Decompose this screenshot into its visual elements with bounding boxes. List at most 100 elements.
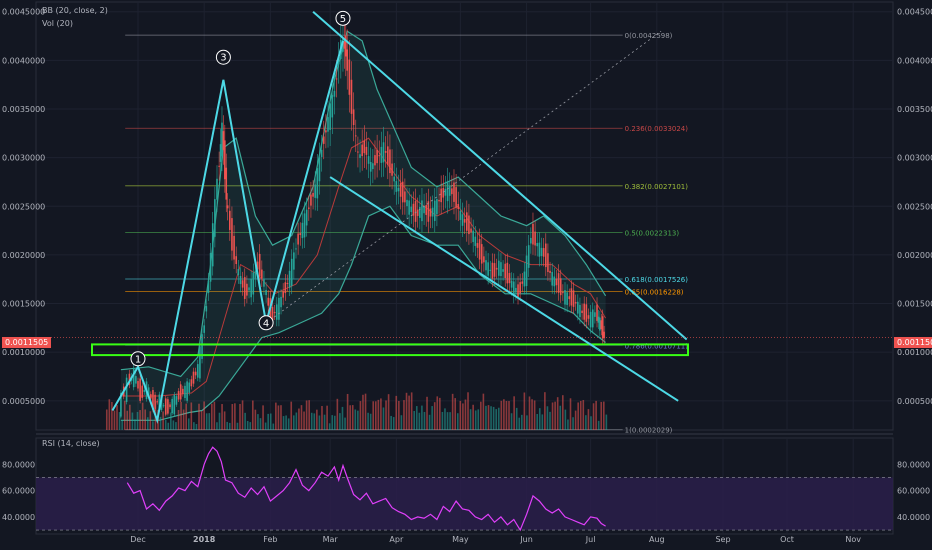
volume-bar [441, 411, 444, 430]
volume-bar [295, 412, 298, 430]
volume-bar [246, 420, 249, 430]
volume-bar [321, 406, 323, 430]
volume-bar [269, 413, 272, 430]
time-tick-label: 2018 [193, 535, 216, 544]
time-tick-label: Oct [780, 535, 794, 544]
volume-indicator-label[interactable]: Vol (20) [42, 19, 73, 28]
candle-body [295, 248, 297, 250]
candle-body [534, 231, 536, 246]
candle-body [139, 378, 141, 401]
volume-bar [149, 411, 152, 430]
volume-bar [236, 422, 239, 430]
volume-bar [451, 393, 454, 430]
volume-bar [574, 410, 577, 430]
fib-level-label: 1(0.0002029) [625, 427, 673, 435]
candle-body [446, 181, 449, 202]
dotted-trend-line [265, 30, 662, 324]
volume-bar [323, 414, 326, 430]
volume-bar [200, 410, 203, 430]
candle-body [214, 199, 216, 237]
candle-body [354, 135, 357, 137]
volume-bar [387, 394, 390, 430]
support-zone-rectangle [91, 343, 689, 357]
volume-bar [546, 406, 549, 430]
volume-bar [364, 393, 367, 430]
volume-bar [444, 408, 446, 430]
volume-bar [159, 416, 162, 430]
candle-body [190, 379, 193, 387]
volume-bar [313, 413, 316, 430]
volume-bar [280, 405, 282, 430]
candle-body [570, 288, 573, 306]
elliott-wave-lines [111, 40, 344, 425]
volume-bar [577, 402, 579, 430]
candle-body [596, 304, 598, 321]
candle-body [322, 136, 325, 144]
volume-bar [374, 401, 377, 430]
candle-body [378, 155, 381, 157]
candle-body [468, 215, 470, 235]
volume-bar [275, 402, 277, 430]
candle-body [491, 262, 494, 279]
volume-bar [559, 405, 562, 430]
volume-bar [126, 410, 129, 430]
candle-body [412, 203, 415, 216]
candle-body [252, 272, 255, 295]
candle-body [120, 392, 122, 417]
candle-body [314, 184, 317, 198]
candle-body [376, 149, 378, 164]
candle-body [293, 252, 295, 270]
volume-bar [474, 410, 477, 430]
candle-body [327, 117, 329, 132]
volume-bar [403, 400, 405, 430]
candle-body [175, 396, 178, 405]
volume-bar [439, 397, 441, 430]
volume-bar [462, 403, 464, 430]
candle-body [538, 242, 541, 257]
volume-bar [134, 419, 136, 430]
volume-bar [392, 417, 395, 430]
candle-body [410, 206, 413, 213]
candle-body [585, 304, 588, 322]
candle-body [408, 200, 410, 215]
volume-bar [272, 423, 275, 430]
candle-body [128, 373, 131, 385]
candle-body [389, 149, 391, 174]
volume-bar [500, 400, 503, 430]
volume-bar [395, 395, 398, 430]
volume-bar [262, 405, 264, 430]
candle-body [135, 376, 137, 384]
candle-body [416, 209, 419, 216]
bb-indicator-label[interactable]: BB (20, close, 2) [42, 6, 108, 15]
candle-body [243, 277, 246, 299]
bollinger-lower-line [120, 205, 606, 421]
volume-bar [341, 406, 344, 430]
candle-body [583, 303, 586, 320]
price-tick-label-left: 0.0010000 [2, 348, 45, 357]
volume-bar [218, 412, 221, 430]
candle-body [312, 192, 314, 197]
candle-body [597, 316, 600, 323]
candle-body [156, 401, 159, 403]
candle-body [273, 311, 276, 314]
candle-body [393, 176, 395, 182]
volume-bar [369, 413, 372, 430]
candle-body [380, 146, 383, 163]
volume-bar [380, 398, 382, 430]
candle-body [363, 140, 366, 154]
volume-bar [533, 400, 536, 430]
rsi-band-fill [36, 477, 893, 531]
wave-label: 4 [263, 318, 269, 329]
volume-bar [359, 401, 362, 430]
rsi-indicator-label[interactable]: RSI (14, close) [42, 439, 100, 448]
volume-bar [293, 415, 295, 430]
candle-body [282, 291, 284, 298]
candle-body [517, 284, 519, 297]
volume-bar [367, 412, 369, 430]
volume-bar [129, 404, 131, 430]
candle-body [551, 272, 553, 286]
candle-body [342, 38, 344, 52]
candle-body [335, 78, 338, 80]
candle-body [395, 181, 398, 192]
